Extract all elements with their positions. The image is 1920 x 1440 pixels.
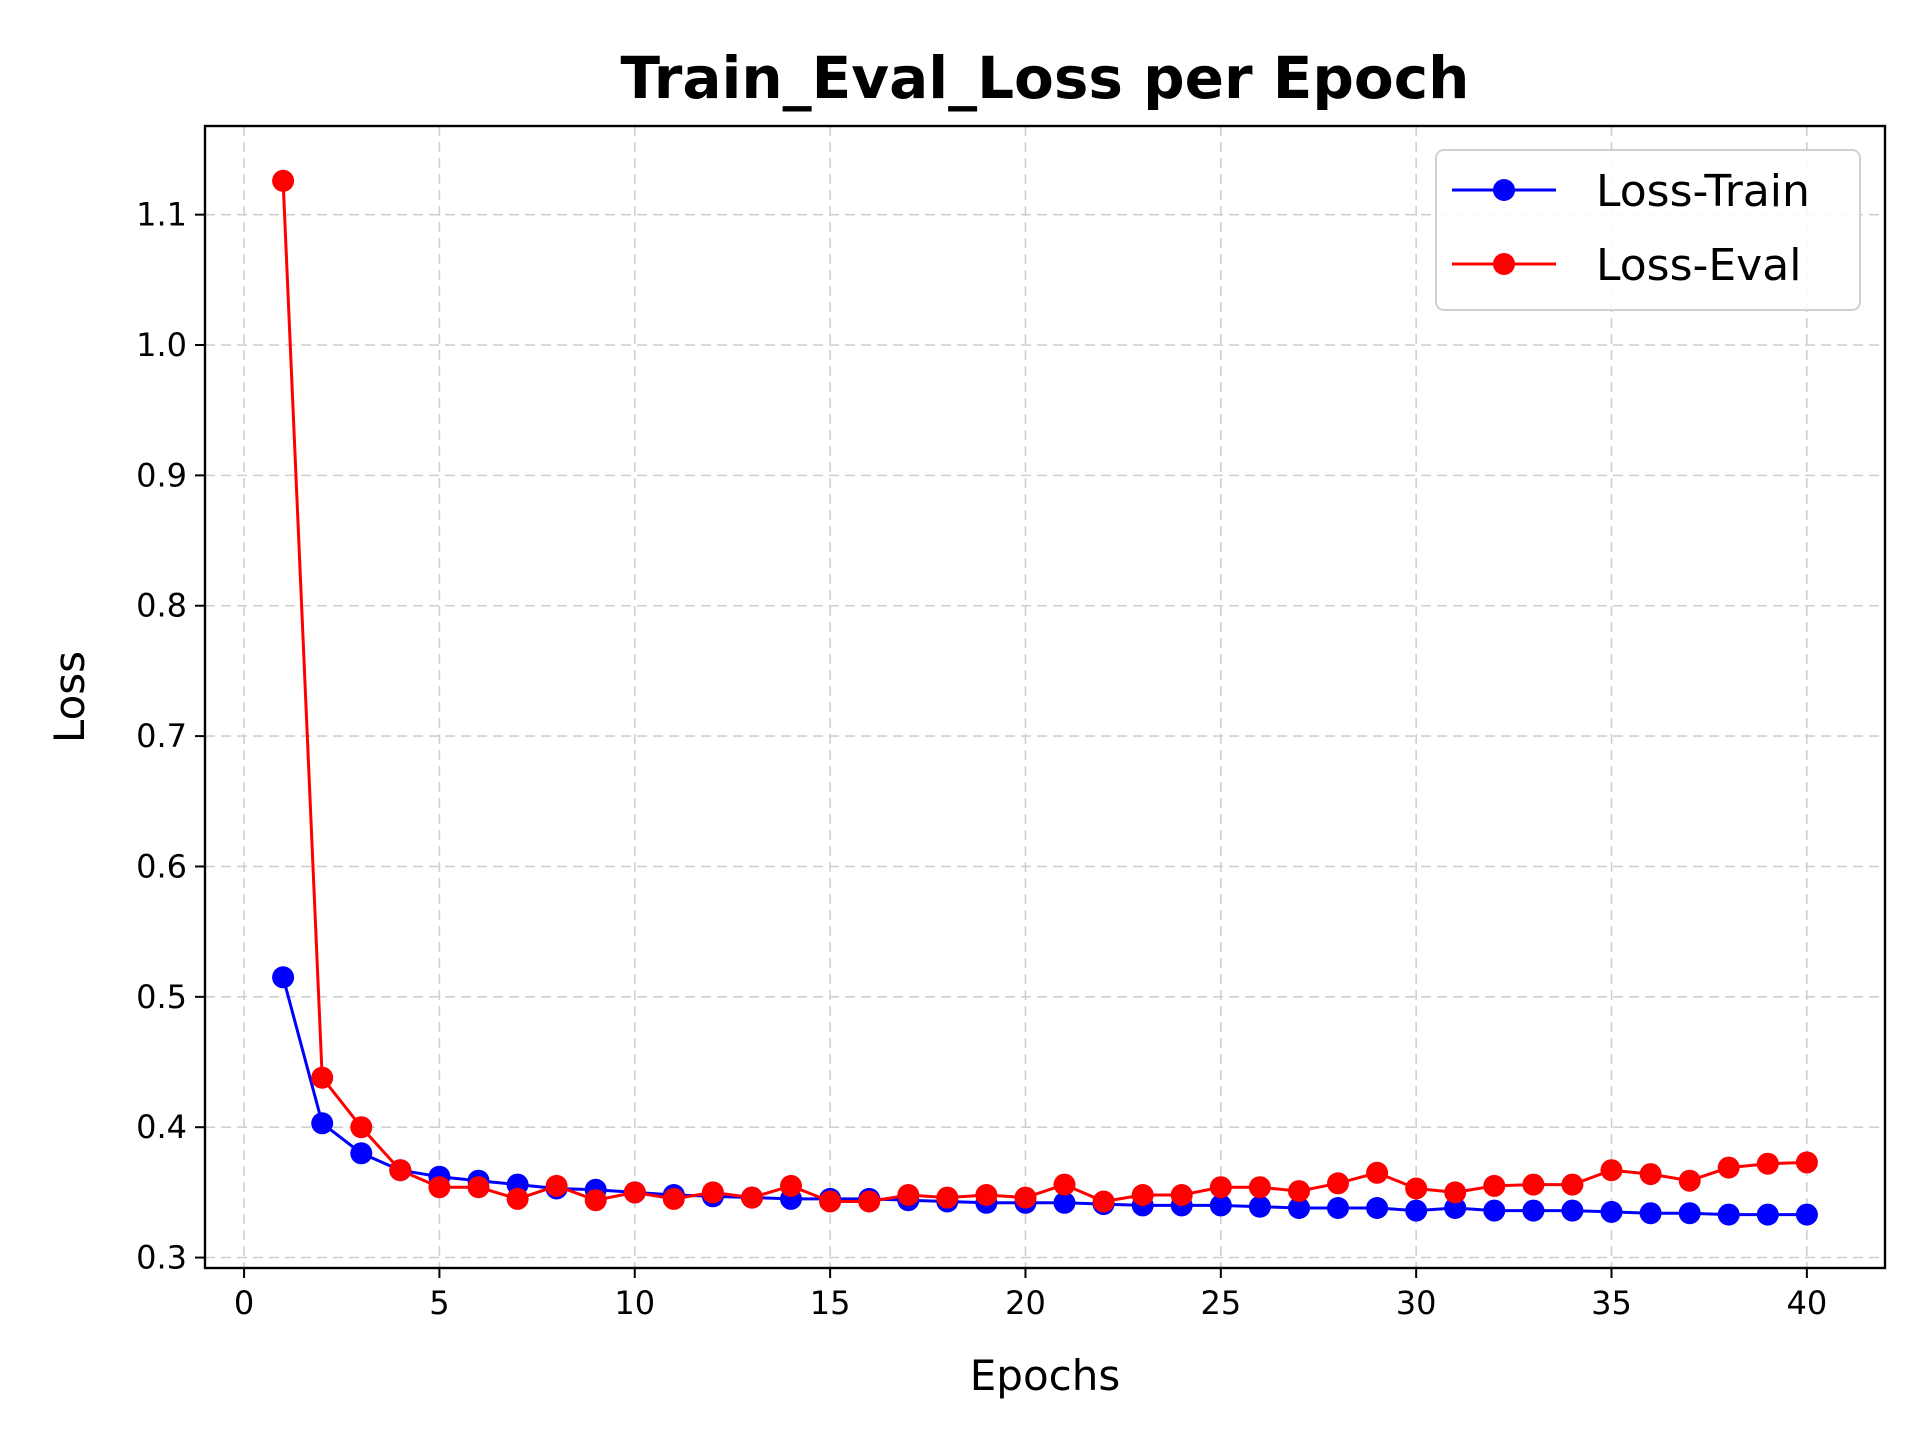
data-point-loss-eval [936,1186,959,1209]
data-point-loss-eval [428,1176,451,1199]
series-line-loss-train [281,976,1807,1217]
series-layer [272,169,1818,1226]
data-point-loss-train [1717,1203,1740,1226]
data-point-loss-eval [1014,1186,1037,1209]
data-point-loss-train [1405,1199,1428,1222]
data-point-loss-train [311,1112,334,1135]
data-point-loss-eval [272,169,295,192]
data-point-loss-eval [350,1116,373,1139]
data-point-loss-eval [1248,1176,1271,1199]
data-point-loss-train [1209,1194,1232,1217]
data-point-loss-train [1248,1195,1271,1218]
data-point-loss-eval [1561,1173,1584,1196]
data-point-loss-eval [1170,1184,1193,1206]
x-tick-label: 35 [1591,1284,1632,1322]
legend-marker-loss-eval [1493,253,1515,275]
data-point-loss-train [272,966,295,989]
plot-frame [203,124,1887,1270]
data-point-loss-eval [975,1184,998,1206]
data-point-loss-eval [1795,1151,1818,1174]
legend: Loss-Train Loss-Eval [1435,149,1861,311]
data-point-loss-train [1444,1197,1467,1219]
grid-layer [205,126,1885,1268]
data-point-loss-eval [467,1176,490,1199]
data-point-loss-eval [1209,1176,1232,1199]
x-tick-label: 40 [1787,1284,1828,1322]
x-tick-label: 30 [1396,1284,1437,1322]
series-line-loss-eval [281,180,1807,1203]
data-point-loss-train [1366,1197,1389,1219]
chart-title: Train_Eval_Loss per Epoch [621,44,1470,112]
x-tick-label: 20 [1005,1284,1046,1322]
data-point-loss-eval [584,1189,607,1212]
data-point-loss-eval [1444,1181,1467,1204]
data-point-loss-eval [741,1186,763,1209]
y-axis-label: Loss [45,651,94,743]
x-tick-label: 25 [1200,1284,1241,1322]
x-axis-label: Epochs [970,1351,1121,1400]
data-point-loss-eval [1483,1174,1506,1197]
data-point-loss-eval [506,1187,529,1210]
data-point-loss-eval [819,1190,842,1213]
data-point-loss-eval [1366,1161,1389,1184]
legend-label-loss-eval: Loss-Eval [1596,240,1801,291]
tick-layer: 0 5 10 15 20 25 30 35 40 0.3 0.4 0.5 0.6 0.7 0.8 0.9 1.0… [136,196,1827,1322]
data-point-loss-eval [1639,1163,1662,1186]
data-point-loss-train [1639,1202,1662,1225]
legend-label-loss-train: Loss-Train [1596,166,1810,217]
data-point-loss-eval [1053,1173,1076,1196]
x-tick-label: 10 [614,1284,655,1322]
y-tick-label: 0.7 [136,717,187,755]
y-tick-label: 0.4 [136,1108,187,1146]
y-tick-label: 0.3 [136,1239,187,1277]
data-point-loss-eval [1717,1156,1740,1179]
data-point-loss-eval [1600,1159,1623,1182]
data-point-loss-train [1600,1200,1623,1223]
y-tick-label: 1.1 [136,196,187,234]
data-point-loss-eval [1288,1180,1310,1203]
data-point-loss-train [1288,1197,1310,1219]
data-point-loss-eval [1092,1190,1115,1213]
data-point-loss-eval [311,1066,334,1089]
data-point-loss-eval [662,1187,685,1210]
y-tick-label: 0.9 [136,456,187,494]
data-point-loss-train [1678,1202,1701,1225]
data-point-loss-eval [858,1190,881,1213]
data-point-loss-eval [1327,1172,1349,1195]
y-tick-label: 1.0 [136,326,187,364]
data-point-loss-train [350,1142,373,1165]
data-point-loss-eval [897,1184,920,1206]
data-point-loss-train [1522,1199,1545,1222]
data-point-loss-train [1483,1199,1506,1222]
data-point-loss-eval [780,1174,802,1197]
data-point-loss-eval [1678,1169,1701,1192]
data-point-loss-train [1795,1203,1818,1226]
data-point-loss-eval [545,1174,568,1197]
data-point-loss-eval [701,1181,724,1204]
data-point-loss-train [1327,1197,1349,1219]
y-tick-label: 0.5 [136,978,187,1016]
x-tick-label: 15 [810,1284,851,1322]
data-point-loss-train [1756,1203,1779,1226]
y-tick-label: 0.6 [136,847,187,885]
data-point-loss-eval [623,1181,646,1204]
data-point-loss-train [1053,1191,1076,1214]
legend-marker-loss-train [1493,179,1515,201]
data-point-loss-eval [1756,1152,1779,1175]
data-point-loss-eval [1131,1184,1154,1206]
data-point-loss-eval [1522,1173,1545,1196]
y-tick-label: 0.8 [136,587,187,625]
x-tick-label: 0 [234,1284,254,1322]
data-point-loss-eval [389,1159,412,1182]
data-point-loss-eval [1405,1177,1428,1200]
data-point-loss-train [1561,1199,1584,1222]
x-tick-label: 5 [429,1284,449,1322]
